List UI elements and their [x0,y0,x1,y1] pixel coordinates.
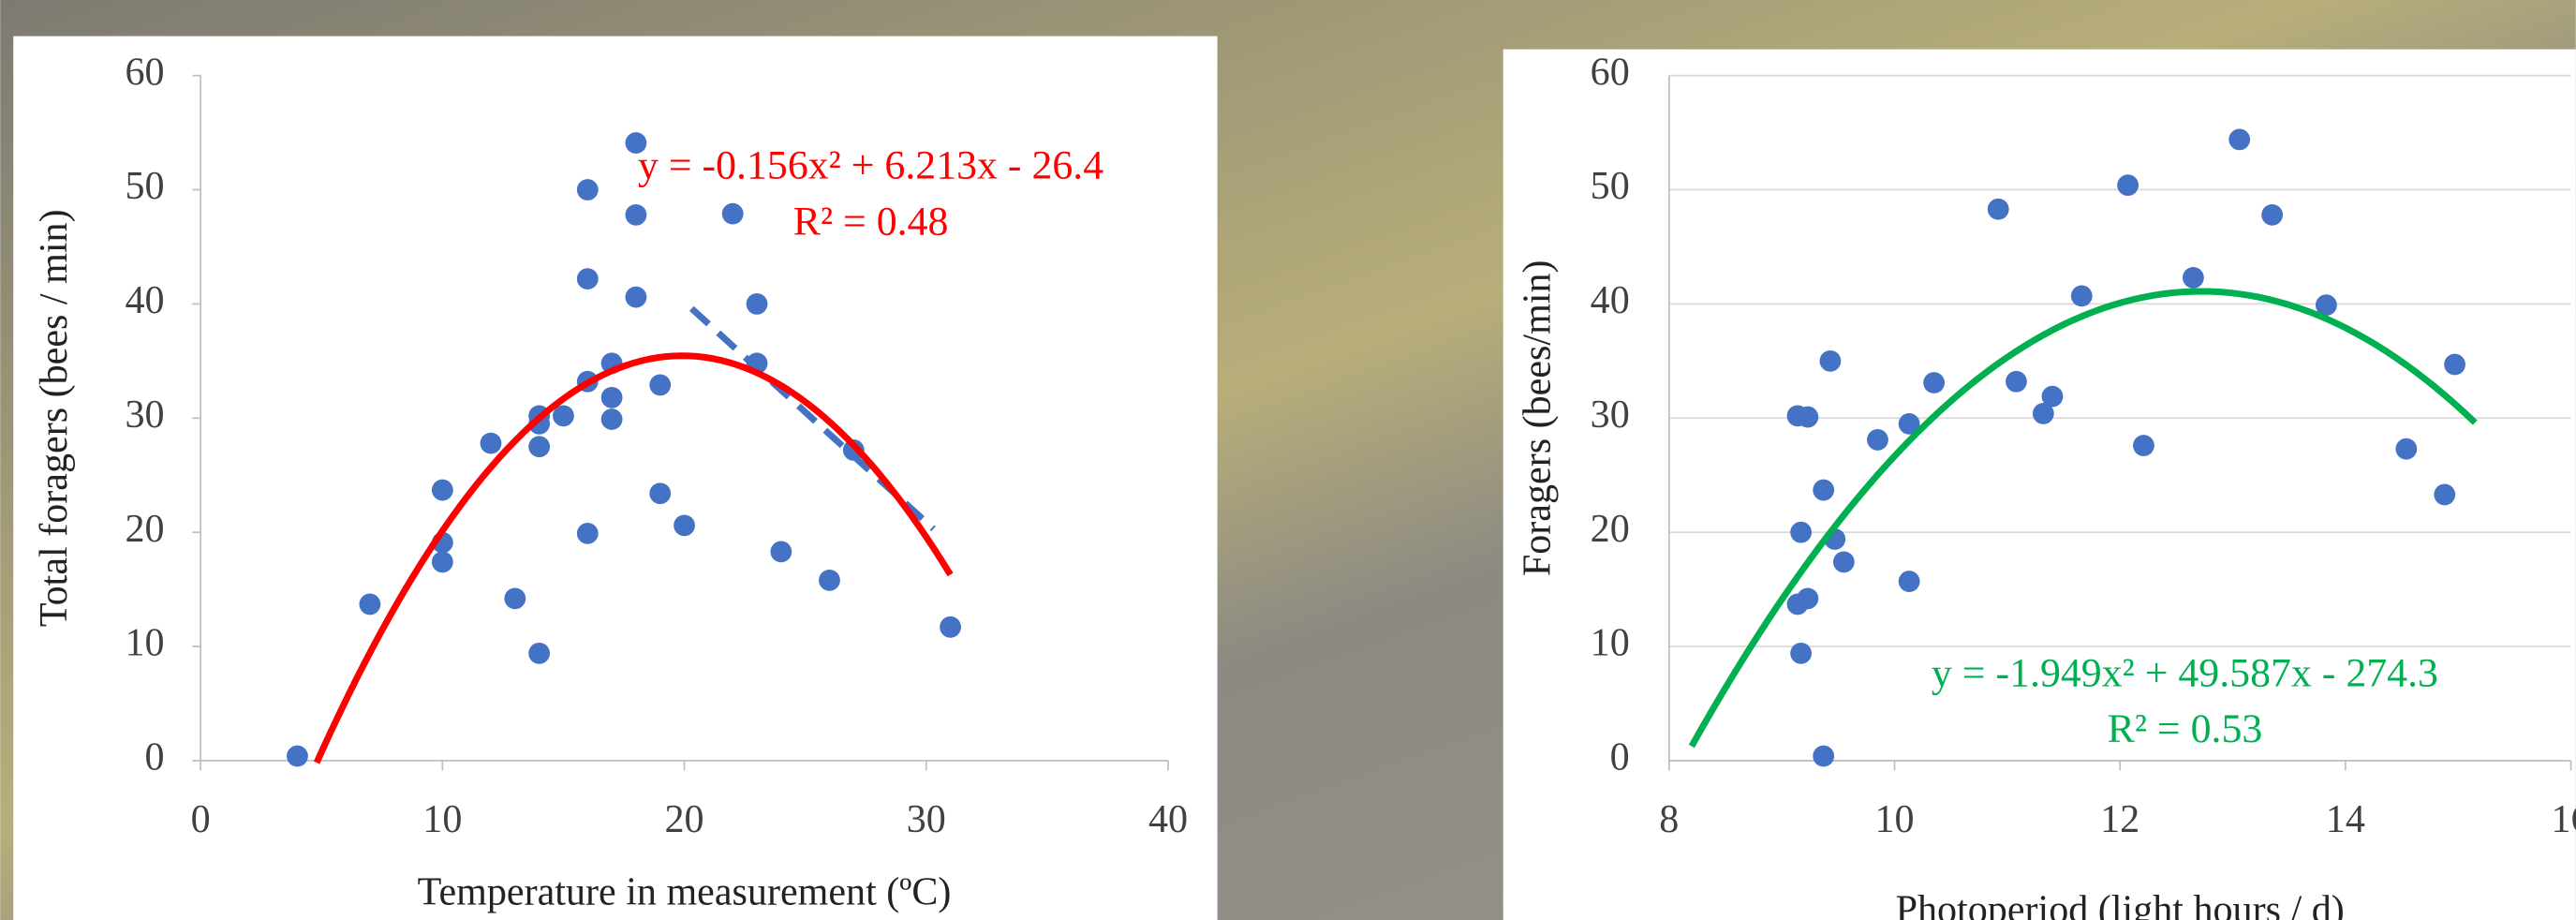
data-point [1797,587,1818,609]
y-tick-label: 40 [125,279,164,322]
data-point [1813,746,1834,767]
trendline-equation: y = -0.156x² + 6.213x - 26.4 [638,143,1103,188]
data-point [1820,350,1842,372]
chart-panel [1503,50,2576,920]
data-point [2183,267,2204,289]
data-point [601,387,623,408]
y-tick-label: 10 [1591,622,1630,665]
x-tick-label: 14 [2326,798,2365,841]
x-tick-label: 0 [191,798,211,841]
data-point [432,551,453,572]
x-tick-label: 40 [1148,798,1188,841]
y-tick-label: 30 [125,393,164,437]
data-point [2071,285,2093,306]
y-tick-label: 0 [145,736,165,779]
y-tick-label: 20 [1591,508,1630,551]
data-point [1790,643,1812,664]
y-tick-label: 10 [125,622,164,665]
x-tick-label: 10 [422,798,462,841]
y-tick-label: 60 [1591,51,1630,94]
trendline-r2: R² = 0.48 [793,199,949,244]
data-point [601,408,623,430]
data-point [2133,435,2154,456]
data-point [2117,174,2139,196]
x-axis-title: Photoperiod (light hours / d) [1896,889,2345,920]
x-tick-label: 30 [907,798,946,841]
data-point [577,179,599,200]
data-point [504,587,526,609]
data-point [2434,484,2455,506]
data-point [722,203,744,225]
data-point [626,287,647,308]
y-tick-label: 50 [125,165,164,208]
data-point [432,480,453,501]
data-point [528,436,550,457]
y-axis-title: Foragers (bees/min) [1517,260,1560,576]
y-tick-label: 60 [125,51,164,94]
data-point [1988,199,2009,220]
data-point [1867,429,1888,451]
data-point [1833,551,1855,572]
y-tick-label: 0 [1610,736,1630,779]
x-tick-label: 8 [1659,798,1679,841]
data-point [940,616,961,638]
data-point [1923,372,1945,393]
y-tick-label: 40 [1591,279,1630,322]
x-tick-label: 12 [2100,798,2139,841]
data-point [287,746,308,767]
data-point [2042,386,2064,408]
data-point [1790,522,1812,543]
data-point [1797,407,1818,428]
data-point [2228,129,2250,151]
page: 0 10 20 30 40 50 60 0 10 20 30 40 Temperature in mea… [0,0,2576,920]
trendline-r2: R² = 0.53 [2108,706,2263,751]
x-tick-label: 10 [1874,798,1914,841]
y-axis-title: Total foragers (bees / min) [33,209,76,627]
trendline-equation: y = -1.949x² + 49.587x - 274.3 [1932,651,2438,696]
data-point [528,643,550,664]
data-point [1813,480,1834,501]
data-point [649,482,671,504]
x-tick-label: 16 [2552,798,2576,841]
y-tick-label: 30 [1591,393,1630,437]
y-tick-label: 20 [125,508,164,551]
data-point [2395,438,2417,460]
data-point [626,204,647,226]
data-point [2444,354,2465,376]
y-tick-label: 50 [1591,165,1630,208]
data-point [674,514,695,536]
data-point [359,594,380,616]
data-point [819,570,840,591]
data-point [2006,371,2027,393]
data-point [481,433,502,454]
data-point [649,375,671,396]
data-point [747,293,768,315]
data-point [1899,571,1920,592]
data-point [577,268,599,289]
screenshot: 0 10 20 30 40 50 60 0 10 20 30 40 Temperature in mea… [0,0,2576,920]
x-tick-label: 20 [665,798,704,841]
data-point [2261,204,2283,226]
x-axis-title: Temperature in measurement (ºC) [418,870,952,913]
data-point [770,541,792,562]
data-point [577,523,599,544]
